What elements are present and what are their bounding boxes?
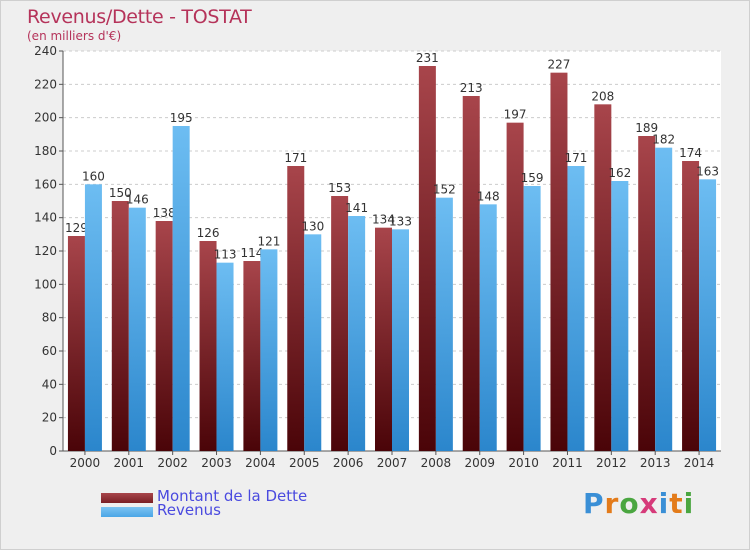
- y-tick-label: 100: [34, 277, 57, 291]
- x-tick-label: 2012: [596, 456, 627, 470]
- chart-subtitle: (en milliers d'€): [27, 29, 122, 43]
- bar-revenus: [172, 126, 190, 451]
- bar-dette: [155, 221, 173, 451]
- data-label-revenus: 130: [301, 219, 324, 233]
- legend-label-dette: Montant de la Dette: [157, 487, 308, 505]
- bar-revenus: [567, 166, 585, 451]
- x-tick-label: 2007: [377, 456, 408, 470]
- bar-revenus: [392, 229, 409, 451]
- bar-dette: [111, 201, 129, 451]
- x-tick-label: 2008: [421, 456, 452, 470]
- bar-dette: [682, 161, 700, 451]
- y-tick-label: 60: [42, 344, 57, 358]
- data-label-dette: 189: [635, 121, 658, 135]
- y-tick-label: 20: [42, 411, 57, 425]
- bar-revenus: [435, 197, 453, 451]
- proxiti-logo: Proxiti: [583, 487, 695, 520]
- data-label-revenus: 162: [608, 166, 631, 180]
- x-tick-label: 2001: [114, 456, 145, 470]
- data-label-dette: 231: [416, 51, 439, 65]
- data-label-dette: 126: [197, 226, 220, 240]
- y-tick-label: 140: [34, 211, 57, 225]
- y-tick-label: 220: [34, 77, 57, 91]
- data-label-dette: 171: [284, 151, 307, 165]
- bar-revenus: [84, 184, 102, 452]
- data-label-revenus: 152: [433, 183, 456, 197]
- bar-revenus: [655, 147, 673, 451]
- bar-dette: [594, 104, 612, 451]
- data-label-revenus: 163: [696, 164, 719, 178]
- bar-revenus: [611, 181, 629, 451]
- bar-dette: [506, 122, 524, 452]
- x-tick-label: 2014: [684, 456, 715, 470]
- data-label-dette: 153: [328, 181, 351, 195]
- y-tick-label: 0: [49, 444, 57, 458]
- chart-title: Revenus/Dette - TOSTAT: [27, 6, 252, 28]
- bar-dette: [550, 72, 568, 452]
- x-tick-label: 2005: [289, 456, 320, 470]
- data-label-revenus: 195: [170, 111, 193, 125]
- x-tick-label: 2010: [508, 456, 539, 470]
- data-label-dette: 174: [679, 146, 702, 160]
- x-tick-label: 2013: [640, 456, 671, 470]
- bar-dette: [462, 96, 480, 451]
- bar-dette: [418, 66, 436, 451]
- legend-swatch-revenus: [101, 507, 153, 517]
- data-label-dette: 114: [240, 246, 263, 260]
- data-label-revenus: 146: [126, 193, 149, 207]
- x-tick-label: 2004: [245, 456, 276, 470]
- data-label-revenus: 133: [389, 214, 412, 228]
- legend-label-revenus: Revenus: [157, 501, 221, 519]
- y-tick-label: 80: [42, 311, 57, 325]
- x-tick-label: 2000: [70, 456, 101, 470]
- bar-revenus: [479, 204, 497, 451]
- data-label-dette: 138: [153, 206, 176, 220]
- bar-revenus: [304, 234, 322, 451]
- data-label-dette: 197: [504, 108, 527, 122]
- bar-dette: [67, 236, 85, 451]
- bar-revenus: [348, 216, 366, 451]
- y-tick-label: 40: [42, 377, 57, 391]
- data-label-revenus: 182: [652, 133, 675, 147]
- data-label-dette: 227: [548, 58, 571, 72]
- data-label-dette: 213: [460, 81, 483, 95]
- data-label-revenus: 113: [214, 248, 237, 262]
- bar-dette: [375, 227, 392, 451]
- x-tick-label: 2006: [333, 456, 364, 470]
- bar-revenus: [523, 186, 541, 451]
- y-tick-label: 120: [34, 244, 57, 258]
- data-label-revenus: 160: [82, 169, 105, 183]
- bar-dette: [287, 166, 305, 451]
- data-label-revenus: 171: [565, 151, 588, 165]
- y-tick-label: 180: [34, 144, 57, 158]
- x-tick-label: 2011: [552, 456, 583, 470]
- data-label-revenus: 141: [345, 201, 368, 215]
- y-tick-label: 160: [34, 177, 57, 191]
- data-label-revenus: 121: [257, 234, 280, 248]
- bar-dette: [243, 261, 261, 451]
- y-tick-label: 200: [34, 111, 57, 125]
- bar-revenus: [216, 262, 234, 451]
- bar-dette: [638, 136, 656, 451]
- y-tick-label: 240: [34, 44, 57, 58]
- x-tick-label: 2002: [157, 456, 188, 470]
- bar-revenus: [128, 207, 146, 451]
- data-label-dette: 208: [591, 89, 614, 103]
- data-label-revenus: 159: [521, 171, 544, 185]
- bar-revenus: [699, 179, 717, 452]
- data-label-dette: 150: [109, 186, 132, 200]
- data-label-dette: 129: [65, 221, 88, 235]
- bar-dette: [199, 241, 217, 451]
- bar-dette: [331, 196, 349, 451]
- bar-revenus: [260, 249, 278, 451]
- x-tick-label: 2003: [201, 456, 232, 470]
- data-label-dette: 134: [372, 213, 395, 227]
- x-tick-label: 2009: [464, 456, 495, 470]
- legend-swatch-dette: [101, 493, 153, 503]
- data-label-revenus: 148: [477, 189, 500, 203]
